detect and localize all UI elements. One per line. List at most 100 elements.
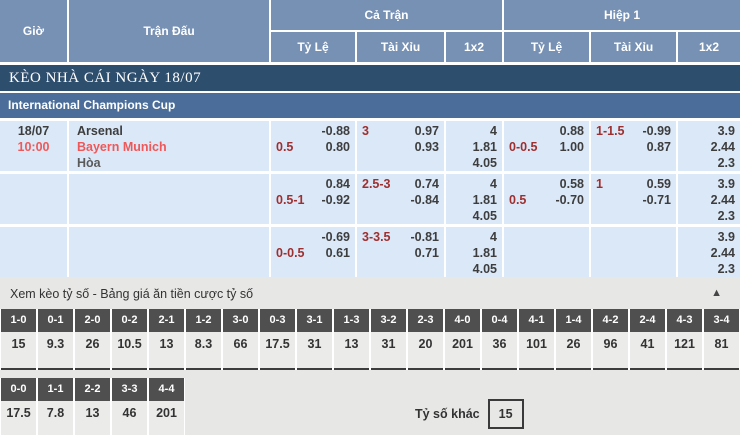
score-odds-cell[interactable]: 2-3 20 xyxy=(407,309,444,370)
odds-value[interactable]: 1.81 xyxy=(472,140,497,154)
other-score-group: Tỷ số khác 15 xyxy=(415,399,524,429)
h1-overunder-cell xyxy=(591,227,676,277)
odds-value[interactable]: 0.80 xyxy=(325,140,350,154)
score-label: 1-0 xyxy=(1,309,36,332)
odds-value[interactable]: 4 xyxy=(490,124,497,138)
score-odds-cell[interactable]: 3-2 31 xyxy=(370,309,407,370)
other-score-odds-box[interactable]: 15 xyxy=(487,399,524,429)
score-odds-value: 46 xyxy=(112,401,147,435)
score-odds-cell[interactable]: 4-3 121 xyxy=(666,309,703,370)
score-odds-cell[interactable]: 1-0 15 xyxy=(0,309,37,370)
odds-value[interactable]: -0.70 xyxy=(555,193,585,207)
ft-1x2-cell: 4 1.81 4.05 xyxy=(446,227,502,277)
odds-value[interactable]: 0.61 xyxy=(325,246,350,260)
odds-value[interactable]: 0.93 xyxy=(414,140,439,154)
column-header-h1-overunder: Tài Xỉu xyxy=(591,32,676,62)
odds-value[interactable]: -0.99 xyxy=(642,124,672,138)
odds-row: 0.84 0.5-1 -0.92 2.5-3 0.74 -0.84 4 1.81 4… xyxy=(0,174,740,224)
score-label: 2-0 xyxy=(75,309,110,332)
score-odds-cell[interactable]: 0-3 17.5 xyxy=(259,309,296,370)
score-odds-cell[interactable]: 2-0 26 xyxy=(74,309,111,370)
score-label: 3-2 xyxy=(371,309,406,332)
match-date: 18/07 xyxy=(17,124,50,138)
odds-value[interactable]: 0.84 xyxy=(325,177,350,191)
score-odds-cell[interactable]: 1-4 26 xyxy=(555,309,592,370)
h1-overunder-cell: 1 0.59 -0.71 xyxy=(591,174,676,224)
odds-value[interactable]: 3.9 xyxy=(717,230,735,244)
odds-value[interactable]: 4.05 xyxy=(472,262,497,276)
score-odds-cell[interactable]: 1-3 13 xyxy=(333,309,370,370)
odds-value[interactable]: -0.88 xyxy=(321,124,351,138)
other-score-label: Tỷ số khác xyxy=(415,407,480,421)
odds-value[interactable]: 0.87 xyxy=(646,140,671,154)
ft-1x2-cell: 4 1.81 4.05 xyxy=(446,121,502,171)
score-odds-cell[interactable]: 1-1 7.8 xyxy=(37,378,74,435)
score-odds-cell[interactable]: 0-1 9.3 xyxy=(37,309,74,370)
h1-handicap-cell: 0.58 0.5 -0.70 xyxy=(504,174,589,224)
odds-value[interactable]: 2.44 xyxy=(710,140,735,154)
score-odds-cell[interactable]: 0-0 17.5 xyxy=(0,378,37,435)
odds-value[interactable]: 2.44 xyxy=(710,193,735,207)
odds-value[interactable]: -0.92 xyxy=(321,193,351,207)
score-label: 0-3 xyxy=(260,309,295,332)
score-odds-cell[interactable]: 3-1 31 xyxy=(296,309,333,370)
odds-value[interactable]: 3.9 xyxy=(717,177,735,191)
score-odds-cell[interactable]: 2-1 13 xyxy=(148,309,185,370)
score-odds-value: 15 xyxy=(1,332,36,370)
score-odds-value: 31 xyxy=(371,332,406,370)
score-odds-cell[interactable]: 4-0 201 xyxy=(444,309,481,370)
odds-value[interactable]: 2.44 xyxy=(710,246,735,260)
score-label: 4-0 xyxy=(445,309,480,332)
score-odds-value: 101 xyxy=(519,332,554,370)
odds-value[interactable]: 4 xyxy=(490,230,497,244)
odds-value[interactable]: 2.3 xyxy=(717,156,735,170)
score-odds-value: 7.8 xyxy=(38,401,73,435)
odds-value[interactable]: 0.58 xyxy=(559,177,584,191)
score-odds-cell[interactable]: 3-3 46 xyxy=(111,378,148,435)
odds-value[interactable]: 1.81 xyxy=(472,193,497,207)
score-odds-cell[interactable]: 0-2 10.5 xyxy=(111,309,148,370)
odds-value[interactable]: -0.71 xyxy=(642,193,672,207)
handicap-line: 0.5-1 xyxy=(276,193,305,207)
odds-value[interactable]: 2.3 xyxy=(717,262,735,276)
odds-value[interactable]: 4.05 xyxy=(472,209,497,223)
odds-value[interactable]: 0.74 xyxy=(414,177,439,191)
odds-value[interactable]: 0.88 xyxy=(559,124,584,138)
score-odds-value: 31 xyxy=(297,332,332,370)
odds-value[interactable]: 0.59 xyxy=(646,177,671,191)
odds-value[interactable]: -0.84 xyxy=(410,193,440,207)
odds-value[interactable]: 2.3 xyxy=(717,209,735,223)
odds-value[interactable]: -0.81 xyxy=(410,230,440,244)
odds-value[interactable]: 4.05 xyxy=(472,156,497,170)
odds-value[interactable]: 3.9 xyxy=(717,124,735,138)
score-odds-cell[interactable]: 4-2 96 xyxy=(592,309,629,370)
score-odds-cell[interactable]: 3-0 66 xyxy=(222,309,259,370)
score-label: 1-2 xyxy=(186,309,221,332)
score-odds-cell[interactable]: 4-1 101 xyxy=(518,309,555,370)
odds-value[interactable]: 0.97 xyxy=(414,124,439,138)
collapse-arrow-icon[interactable]: ▲ xyxy=(711,287,722,299)
odds-value[interactable]: 0.71 xyxy=(414,246,439,260)
odds-value[interactable]: 4 xyxy=(490,177,497,191)
score-odds-value: 201 xyxy=(445,332,480,370)
score-odds-value: 17.5 xyxy=(1,401,36,435)
score-odds-cell[interactable]: 0-4 36 xyxy=(481,309,518,370)
score-odds-cell[interactable]: 2-4 41 xyxy=(629,309,666,370)
score-label: 3-3 xyxy=(112,378,147,401)
score-odds-cell[interactable]: 1-2 8.3 xyxy=(185,309,222,370)
ft-handicap-cell: 0.84 0.5-1 -0.92 xyxy=(271,174,355,224)
odds-value[interactable]: -0.69 xyxy=(321,230,351,244)
score-odds-cell[interactable]: 4-4 201 xyxy=(148,378,185,435)
h1-handicap-cell xyxy=(504,227,589,277)
overunder-line: 3-3.5 xyxy=(362,230,391,244)
away-team: Bayern Munich xyxy=(77,140,167,154)
score-odds-value: 41 xyxy=(630,332,665,370)
score-odds-cell[interactable]: 2-2 13 xyxy=(74,378,111,435)
score-label: 1-1 xyxy=(38,378,73,401)
odds-table-header: Giờ Trận Đấu Cả Trận Hiệp 1 Tỷ Lệ Tài Xỉ… xyxy=(0,0,740,62)
odds-value[interactable]: 1.81 xyxy=(472,246,497,260)
odds-value[interactable]: 1.00 xyxy=(559,140,584,154)
match-teams-cell: Arsenal Bayern Munich Hòa xyxy=(69,121,269,171)
score-odds-cell[interactable]: 3-4 81 xyxy=(703,309,740,370)
